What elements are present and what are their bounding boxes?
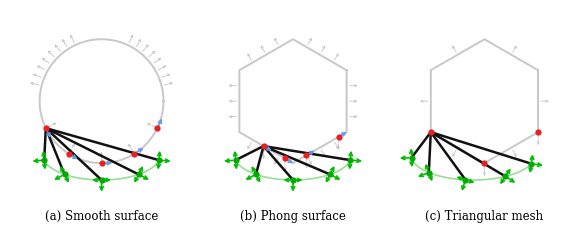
Text: (b) Phong surface: (b) Phong surface <box>240 210 346 223</box>
Text: (a) Smooth surface: (a) Smooth surface <box>45 210 158 223</box>
Text: (c) Triangular mesh: (c) Triangular mesh <box>425 210 543 223</box>
